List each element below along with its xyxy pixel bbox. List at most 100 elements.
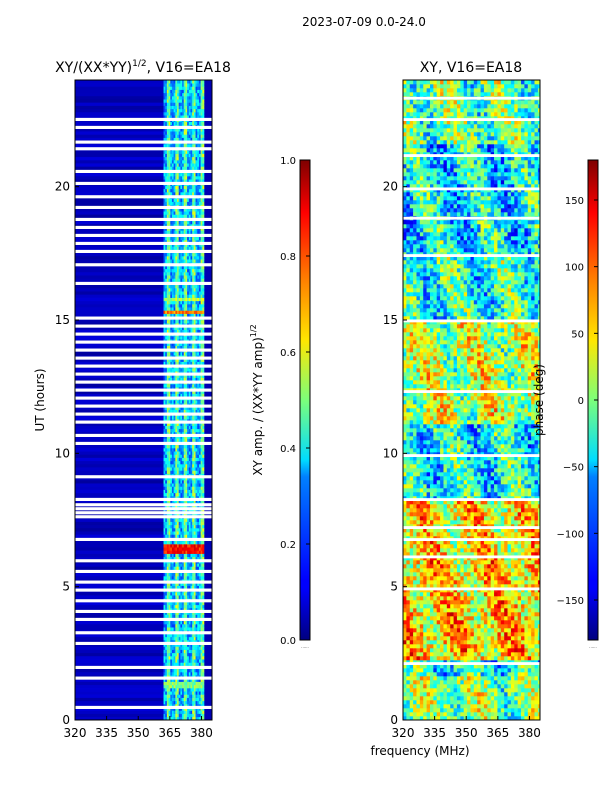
amplitude-cell (178, 416, 181, 420)
amplitude-cell (200, 451, 203, 455)
amplitude-cell (163, 156, 166, 161)
amplitude-cell (178, 252, 181, 257)
amplitude-cell (200, 595, 203, 599)
amplitude-cell (198, 467, 201, 471)
amplitude-cell (168, 89, 171, 94)
amplitude-cell (185, 172, 188, 177)
amplitude-cell (197, 601, 200, 606)
amplitude-cell (188, 624, 191, 628)
amplitude-cell (185, 518, 188, 522)
amplitude-cell (187, 153, 190, 158)
amplitude-cell (182, 153, 185, 158)
amplitude-cell (185, 291, 188, 295)
amplitude-cell (198, 544, 201, 548)
amplitude-cell (193, 534, 196, 538)
amplitude-cell (185, 137, 188, 142)
amplitude-cell (175, 652, 178, 657)
amplitude-cell (165, 121, 168, 126)
amplitude-cell (198, 608, 201, 612)
amplitude-background-row (75, 620, 164, 625)
amplitude-cell (197, 214, 200, 218)
amplitude-cell (175, 409, 178, 414)
amplitude-cell (177, 572, 179, 577)
amplitude-cell (202, 416, 205, 420)
amplitude-cell (173, 121, 176, 126)
amplitude-cell (173, 320, 176, 324)
amplitude-cell (187, 640, 190, 644)
amplitude-cell (173, 646, 176, 650)
amplitude-cell (202, 448, 205, 452)
amplitude-cell (166, 451, 169, 455)
amplitude-cell (202, 496, 205, 500)
amplitude-cell (173, 524, 176, 529)
amplitude-cell (187, 662, 190, 666)
amplitude-cell (185, 297, 188, 302)
amplitude-cell (168, 636, 171, 641)
amplitude-cell (178, 544, 181, 548)
amplitude-cell (173, 716, 176, 720)
amplitude-cell (202, 291, 205, 295)
amplitude-cell (173, 540, 176, 545)
amplitude-cell (163, 572, 166, 577)
amplitude-cell (187, 480, 190, 484)
amplitude-cell (190, 422, 193, 426)
amplitude-cell (165, 211, 168, 215)
amplitude-cell (163, 361, 166, 366)
amplitude-cell (168, 614, 171, 618)
amplitude-cell (185, 156, 188, 161)
amplitude-cell (185, 368, 188, 372)
amplitude-cell (198, 457, 201, 462)
amplitude-cell (202, 89, 205, 94)
amplitude-cell (192, 448, 195, 452)
amplitude-cell (170, 208, 173, 212)
amplitude-cell (192, 278, 195, 282)
amplitude-cell (182, 457, 185, 462)
amplitude-cell (171, 592, 174, 596)
amplitude-cell (171, 272, 174, 276)
amplitude-cell (166, 483, 169, 487)
amplitude-cell (195, 691, 198, 695)
amplitude-cell (173, 620, 176, 625)
amplitude-cell (173, 179, 176, 183)
amplitude-cell (202, 425, 205, 430)
amplitude-cell (163, 188, 166, 193)
amplitude-cell (197, 160, 200, 164)
amplitude-cell (170, 454, 173, 458)
amplitude-cell (168, 198, 171, 202)
amplitude-cell (165, 86, 168, 90)
amplitude-cell (197, 153, 200, 158)
amplitude-cell (168, 99, 171, 103)
amplitude-cell (190, 208, 193, 212)
amplitude-cell (200, 454, 203, 458)
amplitude-cell (166, 633, 169, 638)
amplitude-cell (188, 534, 191, 538)
amplitude-cell (166, 326, 169, 330)
amplitude-cell (188, 492, 191, 497)
amplitude-cell (175, 297, 178, 302)
amplitude-cell (192, 284, 195, 289)
amplitude-cell (187, 633, 190, 638)
amplitude-cell (187, 307, 190, 311)
amplitude-cell (190, 278, 193, 282)
amplitude-cell (188, 457, 191, 462)
amplitude-cell (178, 627, 181, 631)
amplitude-cell (163, 508, 166, 513)
amplitude-cell (168, 188, 171, 193)
amplitude-cell (188, 192, 191, 196)
amplitude-cell (192, 608, 195, 612)
amplitude-cell (185, 710, 188, 714)
amplitude-cell (197, 681, 200, 686)
amplitude-cell (192, 83, 195, 87)
amplitude-cell (197, 236, 200, 241)
amplitude-cell (180, 278, 183, 282)
amplitude-cell (175, 368, 178, 372)
amplitude-cell (166, 83, 169, 87)
amplitude-cell (202, 672, 205, 676)
amplitude-cell (173, 454, 176, 458)
amplitude-cell (177, 432, 179, 436)
amplitude-cell (180, 326, 183, 330)
amplitude-cell (171, 710, 174, 714)
amplitude-background-row (75, 345, 164, 350)
amplitude-cell (180, 96, 183, 100)
amplitude-cell (183, 476, 186, 481)
